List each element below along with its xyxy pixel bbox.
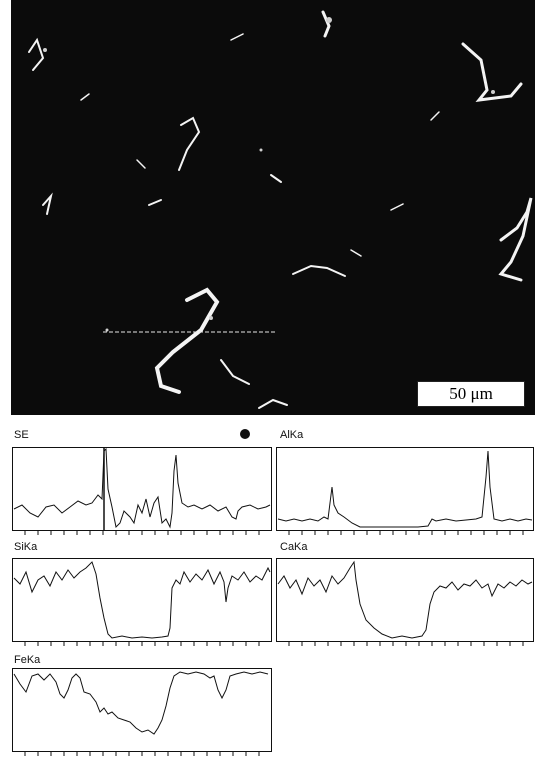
caka-label: CaKa xyxy=(280,541,308,553)
caka-line-scan xyxy=(276,558,534,648)
scale-bar: 50 μm xyxy=(417,381,525,407)
se-line-scan xyxy=(12,447,272,537)
alka-line-scan xyxy=(276,447,534,537)
se-label: SE xyxy=(14,429,29,441)
feka-label: FeKa xyxy=(14,654,41,666)
sika-label: SiKa xyxy=(14,541,38,553)
sem-micrograph: 50 μm xyxy=(11,0,535,415)
micrograph-features xyxy=(28,10,533,409)
scale-bar-label: 50 μm xyxy=(449,384,493,403)
alka-label: AlKa xyxy=(280,429,304,441)
feka-line-scan xyxy=(12,668,272,758)
marker-dot xyxy=(240,429,250,439)
sika-line-scan xyxy=(12,558,272,648)
